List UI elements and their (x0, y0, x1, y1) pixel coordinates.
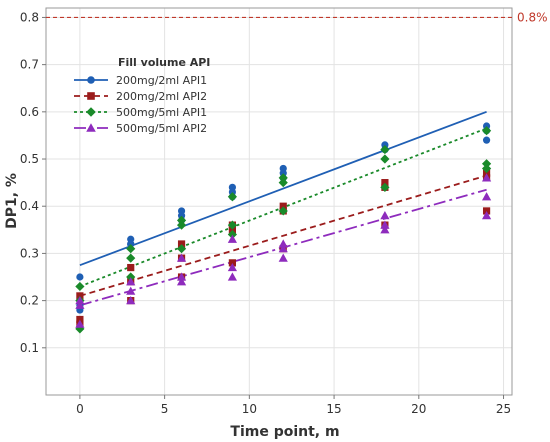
legend-label-3: 500mg/5ml API1 (116, 106, 207, 119)
fit-line-series-1 (79, 110, 487, 267)
data-point-series-2 (177, 240, 186, 248)
data-point-series-4 (481, 192, 492, 201)
data-point-series-3 (278, 178, 288, 188)
x-tick-label: 5 (161, 402, 169, 416)
data-points (75, 122, 492, 334)
data-point-series-4 (176, 272, 187, 281)
data-point-series-1 (482, 136, 491, 144)
data-point-series-2 (76, 315, 84, 324)
data-point-series-4 (278, 239, 288, 248)
data-point-series-4 (75, 296, 85, 305)
data-point-series-3 (126, 244, 136, 254)
plot-frame (45, 7, 513, 396)
data-point-series-3 (75, 281, 85, 292)
x-axis-label: Time point, m (230, 424, 339, 440)
data-point-series-3 (278, 206, 288, 216)
x-axis: 0 5 10 15 20 25 (76, 395, 511, 416)
legend-label-1: 200mg/2ml API1 (116, 74, 207, 87)
data-point-series-4 (278, 244, 288, 253)
data-point-series-3 (481, 163, 492, 174)
y-tick-label: 0.2 (20, 294, 39, 308)
data-point-series-3 (126, 272, 136, 282)
data-point-series-3 (481, 126, 492, 136)
x-tick-label: 15 (326, 402, 341, 416)
data-point-series-4 (380, 211, 390, 220)
y-tick-label: 0.4 (20, 199, 39, 213)
y-tick-label: 0.5 (20, 152, 39, 166)
data-point-series-4 (176, 253, 187, 262)
data-point-series-4 (75, 319, 85, 328)
data-point-series-4 (227, 272, 237, 281)
x-tick-label: 0 (76, 402, 84, 416)
data-point-series-3 (176, 215, 187, 225)
data-point-series-3 (380, 154, 390, 164)
data-point-series-3 (380, 144, 390, 155)
legend-label-2: 200mg/2ml API2 (116, 90, 207, 103)
data-point-series-2 (482, 207, 491, 215)
data-point-series-4 (278, 253, 288, 262)
x-tick-label: 20 (411, 402, 426, 416)
data-point-series-3 (126, 253, 136, 263)
data-point-series-2 (228, 259, 236, 267)
legend-marker-2 (87, 92, 95, 100)
data-point-series-4 (380, 225, 390, 234)
data-point-series-4 (126, 296, 136, 305)
data-point-series-4 (75, 300, 85, 309)
legend-title: Fill volume API (118, 56, 210, 69)
y-tick-label: 0.6 (20, 105, 39, 119)
legend: Fill volume API 200mg/2ml API1 200mg/2ml … (74, 56, 210, 135)
data-point-series-4 (481, 173, 492, 182)
data-point-series-4 (380, 220, 390, 229)
data-point-series-2 (76, 292, 84, 300)
data-point-series-2 (381, 179, 389, 187)
data-point-series-4 (227, 262, 237, 272)
data-point-series-4 (126, 277, 136, 286)
data-point-series-3 (227, 229, 237, 240)
data-point-series-3 (176, 244, 187, 254)
y-axis-label: DP1, % (4, 173, 20, 229)
legend-marker-1 (87, 76, 95, 84)
y-tick-label: 0.8 (20, 10, 39, 24)
data-point-series-3 (481, 159, 492, 169)
data-point-series-4 (481, 211, 492, 220)
data-point-series-2 (482, 169, 491, 177)
data-point-series-3 (227, 192, 237, 202)
data-point-series-3 (227, 220, 237, 230)
y-tick-label: 0.1 (20, 341, 39, 355)
data-point-series-2 (228, 226, 236, 234)
legend-marker-3 (86, 107, 96, 117)
data-point-series-2 (127, 263, 135, 272)
data-point-series-1 (127, 240, 135, 248)
legend-label-4: 500mg/5ml API2 (116, 122, 207, 135)
data-point-series-1 (76, 273, 84, 281)
fit-line-series-2 (79, 174, 487, 297)
y-axis: 0.1 0.2 0.3 0.4 0.5 0.6 0.7 0.8 (20, 10, 46, 355)
data-point-series-4 (176, 277, 187, 286)
data-point-series-4 (126, 286, 136, 295)
data-point-series-2 (279, 202, 287, 210)
x-tick-label: 10 (242, 402, 257, 416)
data-point-series-3 (380, 182, 390, 192)
y-tick-label: 0.7 (20, 58, 39, 72)
reference-line-label: 0.8% (517, 10, 548, 24)
data-point-series-3 (176, 220, 187, 230)
data-point-series-4 (227, 234, 237, 243)
legend-marker-4 (86, 123, 96, 132)
data-point-series-3 (278, 173, 288, 183)
x-tick-label: 25 (496, 402, 511, 416)
reference-line-group: 0.8% (46, 10, 548, 24)
y-tick-label: 0.3 (20, 246, 39, 260)
